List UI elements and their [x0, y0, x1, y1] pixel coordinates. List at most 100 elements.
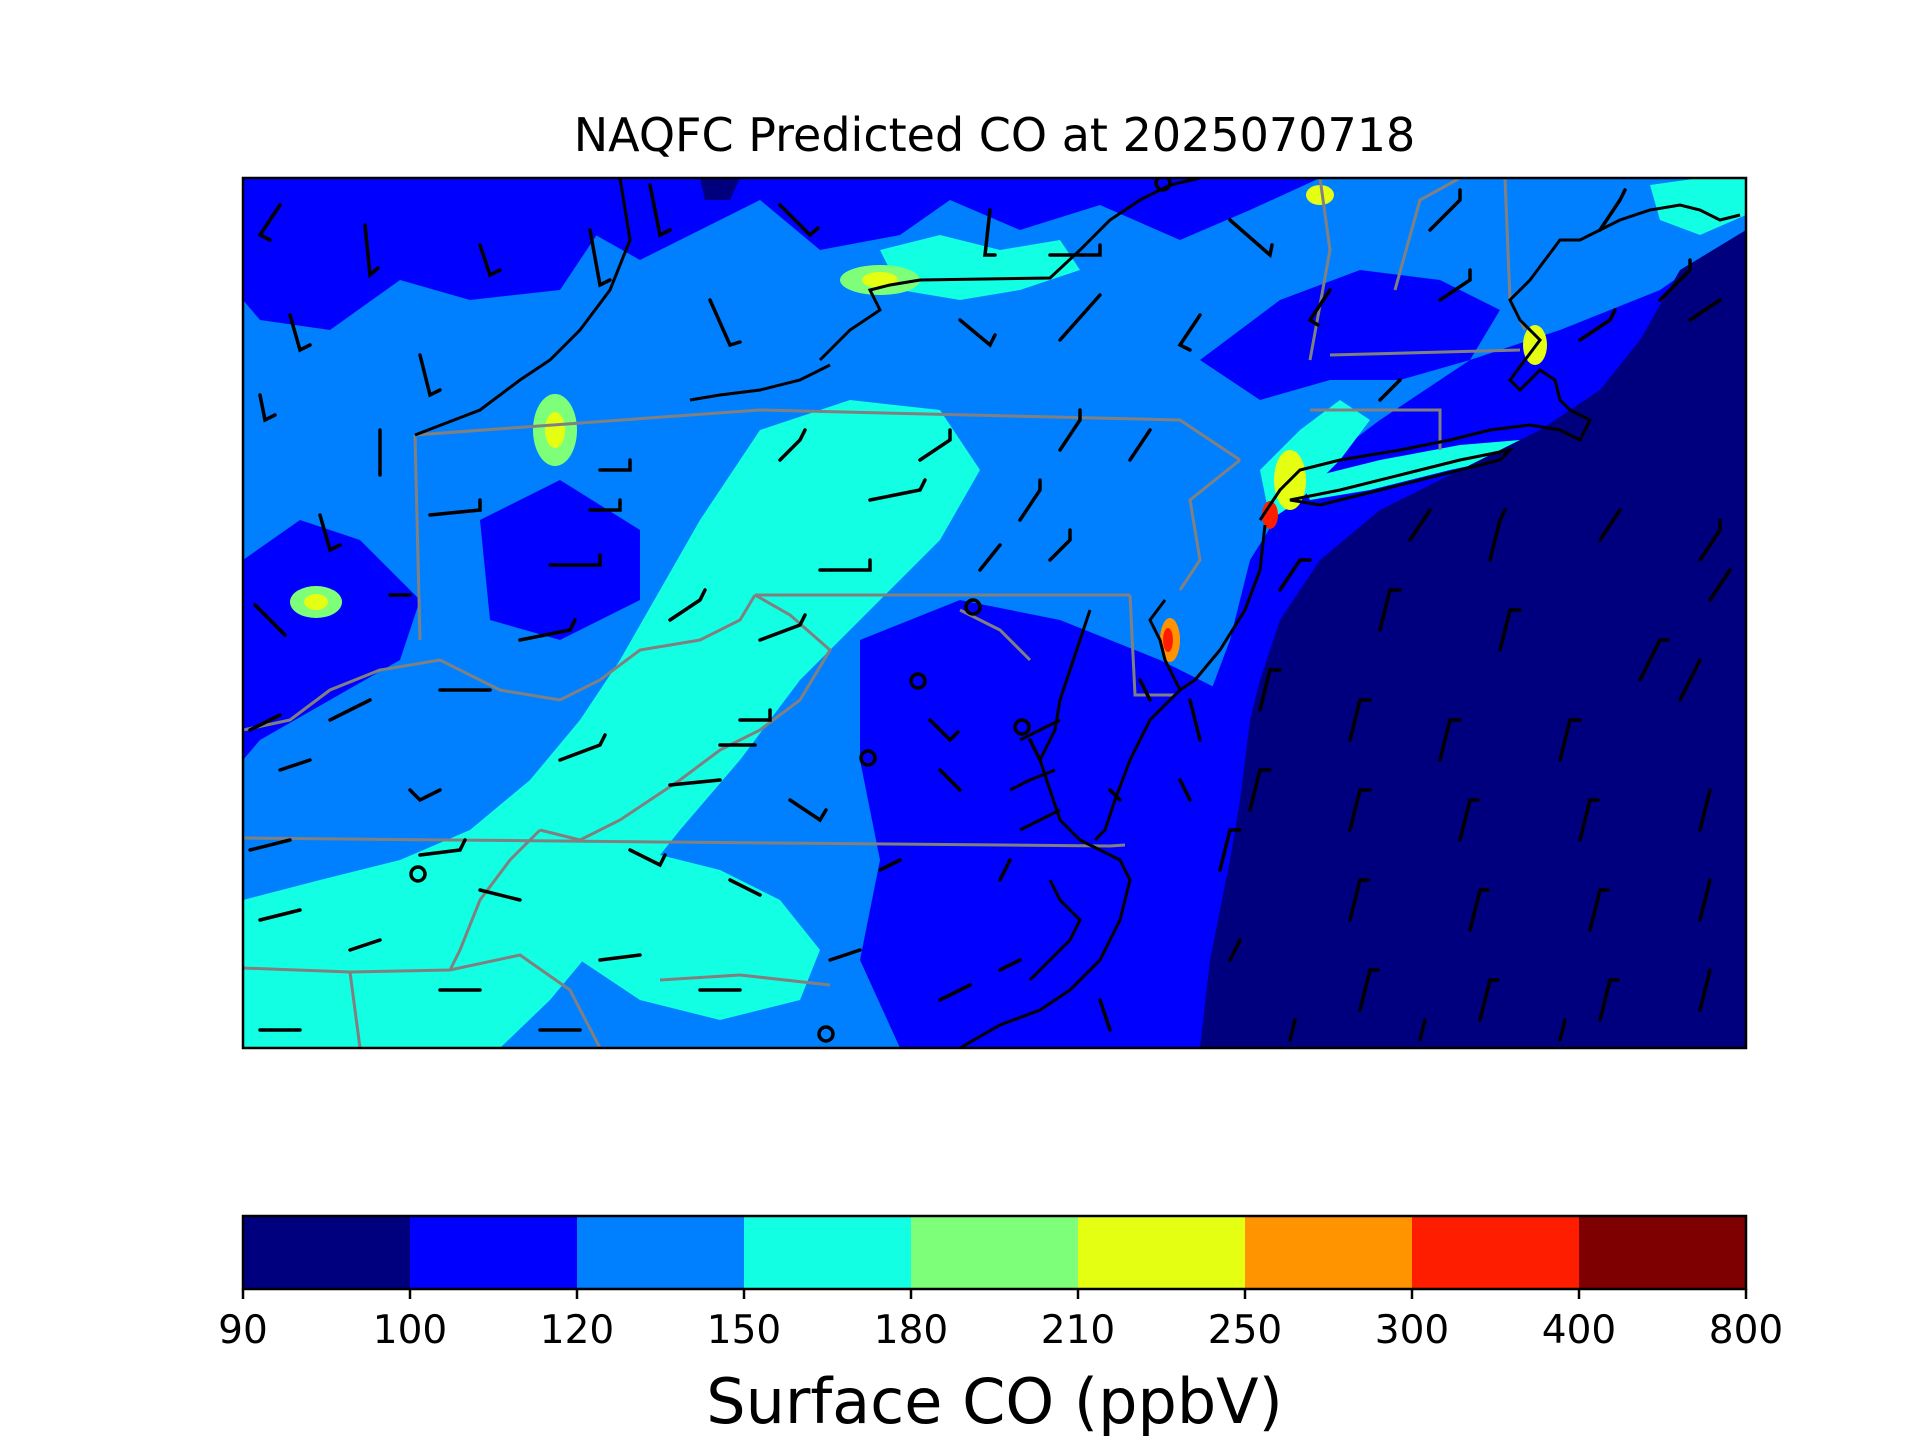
- wind-barb: [558, 733, 607, 762]
- wind-barb: [1408, 508, 1432, 542]
- border-vt-nh: [1393, 178, 1461, 291]
- wind-barb: [478, 888, 522, 902]
- colorbar-tick-label: 400: [1542, 1308, 1616, 1353]
- wind-barb: [1598, 508, 1622, 542]
- border-nc-sc-hint: [348, 971, 362, 1048]
- colorbar-segment: [911, 1216, 1079, 1289]
- map-frame: [241, 176, 1748, 1050]
- wind-barb: [1258, 668, 1282, 712]
- wind-barb: [778, 203, 820, 238]
- coast-potomac: [1009, 718, 1061, 832]
- colorbar-tick-label: 150: [707, 1308, 781, 1353]
- wind-barb: [1688, 298, 1722, 322]
- coast-delmarva: [1093, 688, 1182, 842]
- co-region-150-180-nw: [880, 235, 1080, 300]
- wind-barb: [1058, 293, 1102, 342]
- wind-barb: [868, 478, 927, 502]
- wind-barb: [1307, 288, 1332, 327]
- wind-barb: [928, 718, 960, 743]
- colorbar-segment: [1245, 1216, 1413, 1289]
- co-hotspot-vermont: [1306, 185, 1334, 205]
- colorbar-segment: [1412, 1216, 1580, 1289]
- colorbar-segment: [744, 1216, 912, 1289]
- wind-barb: [1178, 778, 1192, 802]
- coast-lake-erie: [414, 178, 632, 437]
- wind-barb: [1218, 828, 1242, 872]
- border-md-de: [1128, 594, 1175, 697]
- colorbar-tick-label: 100: [373, 1308, 447, 1353]
- wind-barb: [1358, 968, 1380, 1012]
- border-wv-va: [539, 593, 832, 842]
- co-hotspot-philly-core: [1163, 628, 1173, 652]
- colorbar-tick-label: 210: [1041, 1308, 1115, 1353]
- colorbar-tick-label: 250: [1208, 1308, 1282, 1353]
- wind-barb: [548, 553, 602, 567]
- colorbar-tick-label: 300: [1375, 1308, 1449, 1353]
- wind-barb: [938, 768, 962, 792]
- wind-barb: [1177, 313, 1202, 352]
- wind-barb: [998, 858, 1012, 882]
- wind-barb: [1378, 378, 1402, 402]
- co-region-100-120-mid: [480, 480, 640, 640]
- wind-barb: [1228, 938, 1242, 962]
- wind-barb: [668, 588, 707, 622]
- border-ma-ct: [1310, 408, 1442, 450]
- co-hotspot-ohio-core: [304, 594, 328, 610]
- wind-barb: [288, 313, 312, 353]
- border-ma-north: [1329, 348, 1521, 357]
- wind-barb: [1248, 768, 1272, 812]
- wind-barb: [788, 798, 828, 823]
- wind-barb: [253, 603, 287, 637]
- wind-barb: [828, 948, 862, 962]
- wind-barb: [1578, 308, 1617, 342]
- calm-wind-markers: [409, 178, 1172, 1043]
- co-region-90-100-north: [700, 178, 740, 200]
- co-hotspot-lake-erie-core: [545, 412, 565, 448]
- colorbar-frame: [241, 1214, 1748, 1291]
- wind-barb: [1468, 888, 1490, 932]
- wind-barb: [328, 698, 372, 722]
- colorbar-tick-label: 800: [1709, 1308, 1783, 1353]
- wind-barb: [1458, 798, 1480, 842]
- wind-barb: [318, 513, 342, 553]
- wind-barb: [1438, 718, 1462, 762]
- wind-barb: [978, 543, 1002, 572]
- wind-barb: [248, 838, 292, 852]
- wind-barb: [1598, 978, 1620, 1022]
- wind-barb: [1698, 878, 1712, 922]
- wind-barb: [1658, 258, 1692, 302]
- wind-barb: [588, 498, 622, 512]
- border-va-md: [959, 608, 1032, 662]
- wind-barb: [1098, 998, 1112, 1032]
- co-region-90-100-ocean: [1200, 230, 1746, 1048]
- border-ohio-river: [243, 594, 757, 732]
- wind-barb: [738, 708, 772, 722]
- calm-marker: [1013, 718, 1031, 736]
- wind-barb: [1698, 968, 1712, 1012]
- wind-barb: [1708, 568, 1732, 602]
- wind-barb: [257, 203, 282, 242]
- wind-barb: [1418, 1018, 1427, 1042]
- colorbar-segment: [1078, 1216, 1246, 1289]
- wind-barb: [1588, 888, 1610, 932]
- wind-barb: [1108, 788, 1122, 802]
- wind-barb: [818, 558, 872, 572]
- wind-barb: [1228, 218, 1274, 259]
- border-nc-tn: [243, 953, 602, 1048]
- border-nc-internal: [659, 973, 831, 987]
- co-concentration-map: [243, 178, 1746, 1048]
- calm-marker: [1154, 178, 1172, 192]
- coast-niagara: [689, 363, 831, 402]
- wind-barb: [258, 393, 277, 423]
- wind-barb: [938, 983, 972, 1002]
- wind-barb: [598, 953, 642, 962]
- wind-barb: [418, 353, 442, 398]
- wind-barb: [418, 838, 467, 857]
- colorbar-tick-label: 90: [218, 1308, 268, 1353]
- wind-barb: [1498, 608, 1522, 652]
- wind-barb: [648, 183, 672, 238]
- wind-barb: [518, 618, 577, 642]
- wind-barb: [1698, 788, 1712, 832]
- wind-barb: [248, 713, 282, 732]
